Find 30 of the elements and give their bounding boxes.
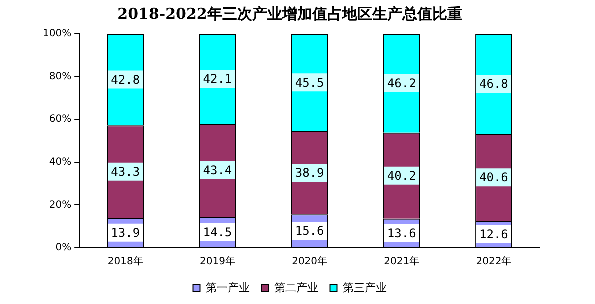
data-label: 42.8: [111, 72, 140, 87]
y-tick-label: 60%: [49, 114, 72, 126]
y-tick-label: 20%: [49, 200, 72, 211]
legend-label: 第一产业: [206, 281, 250, 294]
data-label: 14.5: [203, 225, 232, 240]
data-label: 38.9: [295, 166, 324, 180]
x-tick-label: 2021年: [384, 256, 420, 268]
data-label: 42.1: [203, 72, 232, 86]
data-label: 46.8: [480, 77, 508, 92]
x-tick-label: 2020年: [292, 256, 328, 268]
x-tick-label: 2018年: [108, 256, 144, 268]
x-tick-label: 2019年: [200, 256, 236, 268]
x-tick-label: 2022年: [476, 256, 512, 268]
legend-label: 第三产业: [342, 281, 387, 294]
data-label: 40.6: [480, 170, 508, 185]
data-label: 13.6: [387, 226, 416, 240]
legend-label: 第二产业: [274, 281, 318, 294]
data-label: 46.2: [387, 76, 416, 91]
y-tick-label: 100%: [42, 28, 72, 40]
y-tick-label: 80%: [49, 71, 72, 82]
data-label: 40.2: [387, 169, 416, 184]
data-label: 43.3: [111, 165, 140, 180]
y-tick-label: 0%: [56, 242, 72, 254]
data-label: 45.5: [295, 76, 324, 90]
chart-title: 2018-2022年三次产业增加值占地区生产总值比重: [118, 4, 462, 23]
data-label: 43.4: [203, 164, 232, 178]
data-label: 13.9: [111, 226, 140, 240]
data-label: 12.6: [480, 227, 508, 242]
data-label: 15.6: [295, 224, 324, 238]
y-tick-label: 40%: [49, 156, 72, 168]
